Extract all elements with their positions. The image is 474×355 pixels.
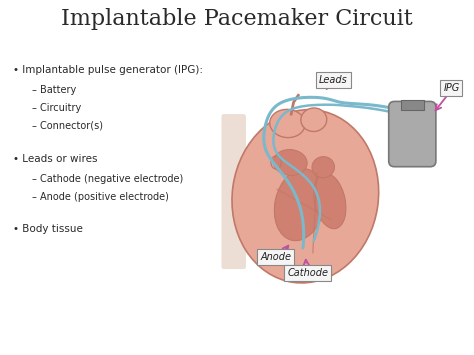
Text: – Anode (positive electrode): – Anode (positive electrode) xyxy=(32,192,169,202)
Text: Leads: Leads xyxy=(319,75,348,85)
Text: – Circuitry: – Circuitry xyxy=(32,103,81,113)
Ellipse shape xyxy=(232,110,379,283)
Ellipse shape xyxy=(314,173,346,229)
Ellipse shape xyxy=(273,149,307,175)
Ellipse shape xyxy=(274,169,325,241)
FancyBboxPatch shape xyxy=(389,102,436,167)
Text: Cathode: Cathode xyxy=(287,268,328,278)
Text: Anode: Anode xyxy=(260,252,291,262)
Text: – Battery: – Battery xyxy=(32,85,76,95)
Text: • Implantable pulse generator (IPG):: • Implantable pulse generator (IPG): xyxy=(13,65,203,75)
Text: • Leads or wires: • Leads or wires xyxy=(13,154,98,164)
FancyBboxPatch shape xyxy=(401,100,424,110)
FancyBboxPatch shape xyxy=(221,114,246,269)
Text: – Connector(s): – Connector(s) xyxy=(32,121,103,131)
Text: Implantable Pacemaker Circuit: Implantable Pacemaker Circuit xyxy=(61,9,413,31)
Text: • Body tissue: • Body tissue xyxy=(13,224,83,234)
Ellipse shape xyxy=(270,109,305,138)
Text: IPG: IPG xyxy=(443,83,459,93)
Ellipse shape xyxy=(312,157,335,178)
Ellipse shape xyxy=(301,108,327,131)
Text: – Cathode (negative electrode): – Cathode (negative electrode) xyxy=(32,174,183,184)
